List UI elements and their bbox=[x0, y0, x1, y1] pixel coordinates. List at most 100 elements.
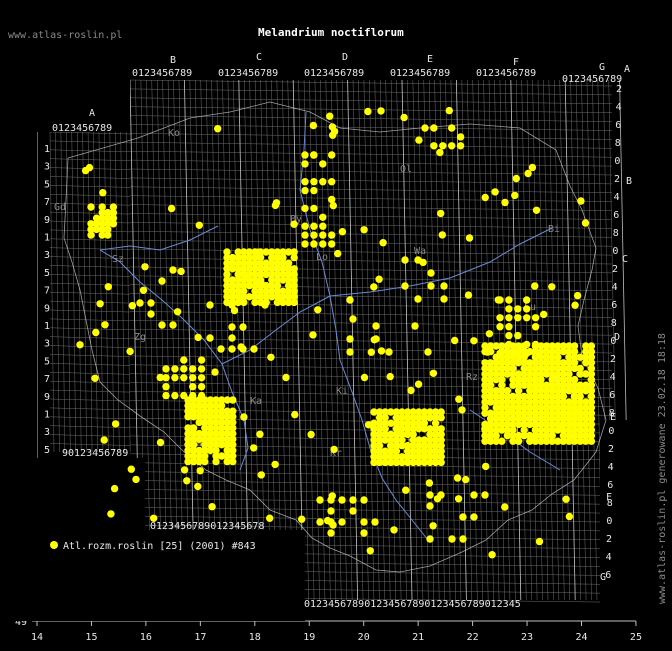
occurrence-point bbox=[542, 403, 551, 412]
occurrence-point bbox=[156, 373, 164, 382]
occurrence-point bbox=[184, 441, 192, 449]
occurrence-point bbox=[169, 266, 177, 274]
occurrence-point bbox=[542, 398, 551, 406]
occurrence-point bbox=[582, 370, 590, 378]
occurrence-point bbox=[98, 220, 106, 228]
occurrence-point bbox=[570, 353, 579, 361]
occurrence-point bbox=[514, 392, 523, 401]
occurrence-point bbox=[392, 436, 401, 444]
occurrence-point bbox=[503, 398, 512, 406]
occurrence-point bbox=[565, 431, 573, 440]
occurrence-point bbox=[189, 413, 198, 421]
occurrence-point bbox=[559, 364, 568, 373]
occurrence-point bbox=[212, 413, 220, 421]
occurrence-point bbox=[206, 441, 215, 449]
occurrence-point bbox=[554, 437, 562, 445]
occurrence-point bbox=[327, 507, 335, 515]
occurrence-point bbox=[565, 398, 573, 406]
occurrence-point bbox=[290, 253, 298, 262]
occurrence-point bbox=[375, 419, 384, 427]
occurrence-point bbox=[430, 142, 438, 150]
occurrence-point bbox=[565, 409, 573, 417]
occurrence-point bbox=[528, 163, 537, 172]
occurrence-point bbox=[491, 188, 499, 196]
occurrence-point bbox=[223, 446, 231, 455]
occurrence-point bbox=[229, 441, 237, 449]
occurrence-point bbox=[128, 302, 137, 310]
occurrence-point bbox=[504, 351, 513, 359]
grid-digits: 1 bbox=[44, 233, 50, 244]
occurrence-point bbox=[505, 314, 513, 322]
occurrence-point bbox=[107, 510, 115, 518]
occurrence-point bbox=[511, 191, 519, 200]
occurrence-point bbox=[230, 306, 239, 315]
x-tick-label: 17 bbox=[194, 632, 206, 643]
occurrence-point bbox=[565, 375, 573, 384]
occurrence-point bbox=[156, 438, 165, 447]
x-tick-label: 24 bbox=[575, 632, 587, 643]
occurrence-point bbox=[360, 518, 368, 526]
occurrence-point bbox=[503, 415, 512, 423]
occurrence-point bbox=[290, 270, 298, 279]
occurrence-point bbox=[431, 458, 440, 467]
occurrence-point bbox=[180, 365, 188, 373]
occurrence-point bbox=[542, 392, 551, 401]
occurrence-point bbox=[141, 263, 149, 271]
occurrence-point bbox=[514, 375, 523, 384]
occurrence-point bbox=[559, 375, 568, 384]
occurrence-point bbox=[397, 425, 405, 434]
occurrence-point bbox=[542, 409, 551, 417]
occurrence-point bbox=[217, 424, 226, 432]
occurrence-point bbox=[98, 214, 106, 222]
region-code: By bbox=[290, 214, 302, 225]
occurrence-point bbox=[245, 293, 254, 301]
occurrence-point bbox=[184, 429, 192, 438]
occurrence-point bbox=[189, 365, 197, 373]
occurrence-point bbox=[360, 226, 368, 234]
occurrence-point bbox=[370, 441, 378, 450]
occurrence-point bbox=[392, 408, 401, 416]
occurrence-point bbox=[189, 374, 197, 382]
occurrence-point bbox=[582, 342, 590, 350]
occurrence-point bbox=[403, 425, 412, 433]
occurrence-point bbox=[554, 353, 562, 361]
occurrence-point bbox=[464, 291, 473, 299]
grid-digits: 9 bbox=[44, 303, 50, 314]
occurrence-point bbox=[301, 186, 309, 195]
occurrence-point bbox=[496, 349, 504, 358]
occurrence-point bbox=[537, 381, 545, 389]
occurrence-point bbox=[370, 430, 378, 439]
grid-digits: 0 bbox=[608, 426, 614, 437]
occurrence-point bbox=[465, 234, 474, 242]
region-code: Rz bbox=[466, 372, 478, 383]
grid-digits: 0123456789 bbox=[52, 123, 112, 134]
occurrence-point bbox=[229, 407, 237, 415]
occurrence-point bbox=[542, 347, 551, 356]
occurrence-point bbox=[284, 281, 293, 290]
row-letter: C bbox=[622, 254, 628, 265]
occurrence-point bbox=[349, 496, 357, 504]
occurrence-point bbox=[576, 392, 584, 401]
occurrence-point bbox=[310, 151, 318, 159]
occurrence-point bbox=[498, 420, 506, 429]
occurrence-point bbox=[104, 220, 112, 228]
occurrence-point bbox=[587, 420, 596, 429]
occurrence-point bbox=[531, 420, 540, 429]
occurrence-point bbox=[392, 430, 401, 439]
occurrence-point bbox=[459, 535, 467, 543]
occurrence-point bbox=[212, 441, 220, 449]
occurrence-point bbox=[526, 387, 534, 395]
occurrence-point bbox=[454, 495, 463, 503]
occurrence-point bbox=[323, 516, 332, 525]
occurrence-point bbox=[565, 364, 573, 373]
occurrence-point bbox=[223, 293, 231, 301]
occurrence-point bbox=[398, 453, 406, 461]
occurrence-point bbox=[581, 219, 590, 227]
occurrence-point bbox=[415, 453, 423, 461]
grid-digits: 3 bbox=[44, 427, 50, 438]
occurrence-point bbox=[310, 222, 318, 230]
x-tick-label: 21 bbox=[412, 632, 424, 643]
grid-digits: 5 bbox=[44, 179, 50, 190]
occurrence-point bbox=[111, 420, 120, 428]
occurrence-point bbox=[570, 415, 579, 423]
